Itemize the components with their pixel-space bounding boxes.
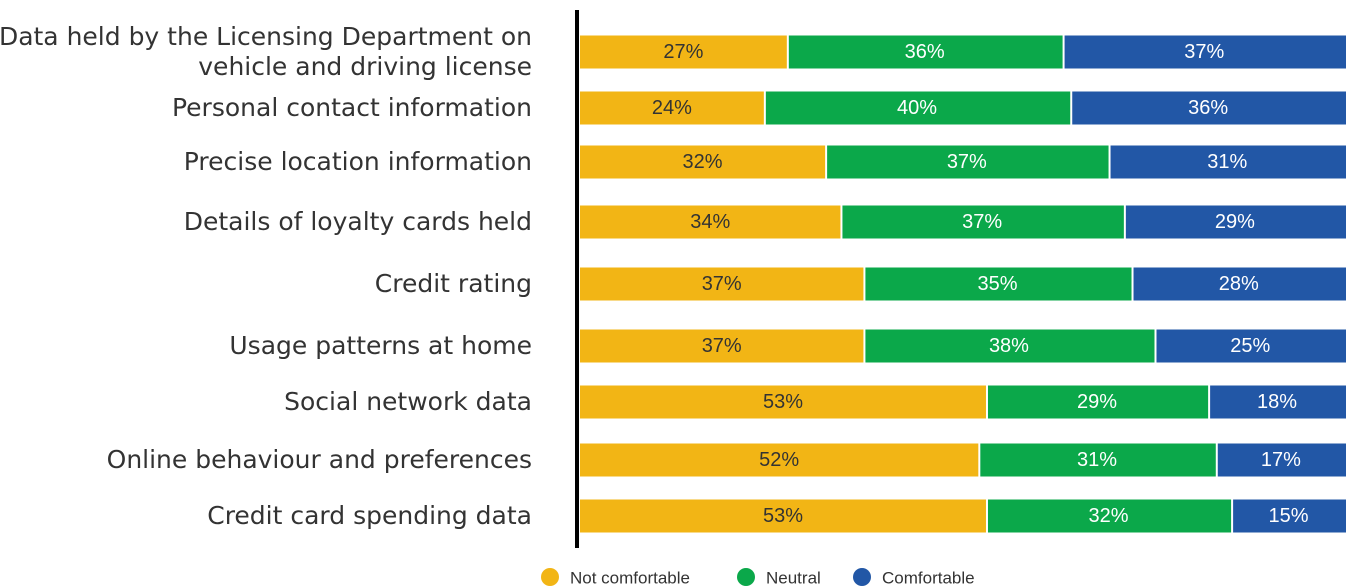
bar-segment xyxy=(827,145,1109,179)
bar-segment xyxy=(865,329,1155,363)
bar-segment xyxy=(987,385,1209,419)
bar-segment xyxy=(580,145,826,179)
value-label: 34% xyxy=(690,211,730,233)
value-label: 24% xyxy=(652,97,692,119)
bar-segment xyxy=(987,499,1232,533)
category-label: Online behaviour and preferences xyxy=(106,445,532,474)
bar-segment xyxy=(580,329,864,363)
value-label: 17% xyxy=(1261,449,1301,471)
category-label: Credit card spending data xyxy=(207,501,532,530)
bar-segment xyxy=(580,91,764,125)
category-label: Credit rating xyxy=(374,269,532,298)
bar-segment xyxy=(1125,205,1346,239)
bar-segment xyxy=(1110,145,1346,179)
category-label: Usage patterns at home xyxy=(229,331,532,360)
value-label: 28% xyxy=(1219,273,1259,295)
legend-swatch xyxy=(737,568,755,586)
value-label: 15% xyxy=(1269,505,1309,527)
value-label: 25% xyxy=(1230,335,1270,357)
bar-segment xyxy=(580,385,986,419)
category-label: Details of loyalty cards held xyxy=(183,207,532,236)
bar-segment xyxy=(788,35,1063,69)
bar-segment xyxy=(1233,499,1346,533)
value-label: 29% xyxy=(1077,391,1117,413)
category-label: Personal contact information xyxy=(171,93,532,122)
bar-segment xyxy=(1210,385,1346,419)
bar-segment xyxy=(765,91,1071,125)
value-label: 29% xyxy=(1215,211,1255,233)
bar-segment xyxy=(1133,267,1346,301)
category-label: Precise location information xyxy=(183,147,532,176)
bar-segment xyxy=(1156,329,1346,363)
value-label: 37% xyxy=(702,335,742,357)
value-label: 37% xyxy=(947,151,987,173)
category-label: Data held by the Licensing Department on… xyxy=(0,22,532,81)
bar-segment xyxy=(1072,91,1346,125)
value-label: 52% xyxy=(759,449,799,471)
bar-segment xyxy=(1064,35,1346,69)
value-label: 53% xyxy=(763,505,803,527)
bar-segment xyxy=(1217,443,1346,477)
value-label: 38% xyxy=(989,335,1029,357)
bar-segment xyxy=(842,205,1124,239)
legend-swatch xyxy=(541,568,559,586)
bar-segment xyxy=(980,443,1216,477)
value-label: 32% xyxy=(683,151,723,173)
bar-segment xyxy=(580,35,787,69)
category-label: Social network data xyxy=(284,387,532,416)
value-label: 36% xyxy=(1188,97,1228,119)
value-label: 40% xyxy=(897,97,937,119)
legend-swatch xyxy=(853,568,871,586)
value-label: 53% xyxy=(763,391,803,413)
value-label: 37% xyxy=(702,273,742,295)
value-label: 36% xyxy=(905,41,945,63)
value-label: 35% xyxy=(977,273,1017,295)
value-label: 32% xyxy=(1089,505,1129,527)
legend-label: Not comfortable xyxy=(570,569,690,586)
value-label: 31% xyxy=(1077,449,1117,471)
bar-segment xyxy=(865,267,1132,301)
value-label: 27% xyxy=(663,41,703,63)
bar-segment xyxy=(580,267,864,301)
value-label: 31% xyxy=(1207,151,1247,173)
value-label: 37% xyxy=(1184,41,1224,63)
legend-label: Comfortable xyxy=(882,569,975,586)
legend-label: Neutral xyxy=(766,569,821,586)
bar-segment xyxy=(580,205,841,239)
value-label: 37% xyxy=(962,211,1002,233)
bar-segment xyxy=(580,443,979,477)
value-label: 18% xyxy=(1257,391,1297,413)
bar-segment xyxy=(580,499,986,533)
